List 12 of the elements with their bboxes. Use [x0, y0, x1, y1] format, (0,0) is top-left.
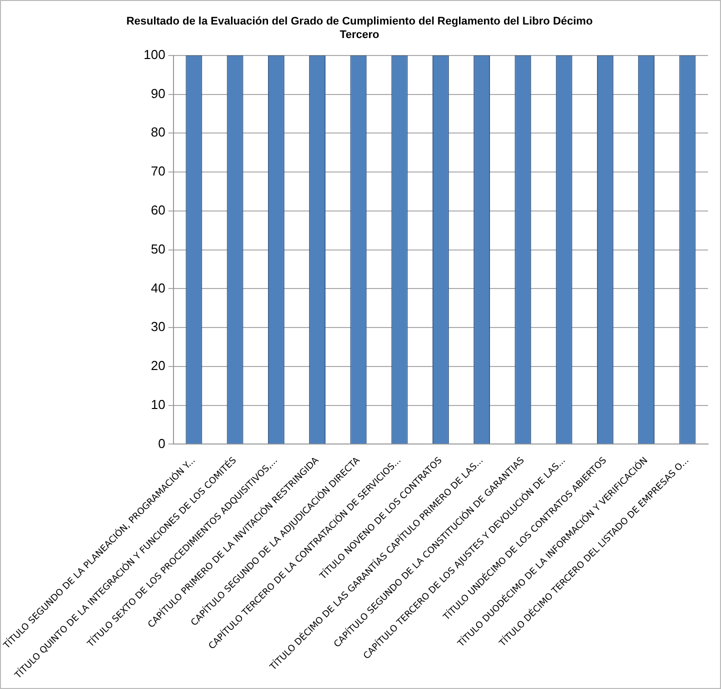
- y-tick-label: 80: [150, 124, 166, 140]
- y-tick-label: 10: [150, 396, 166, 412]
- y-tick-label: 100: [144, 46, 166, 62]
- y-tick-label: 0: [158, 436, 166, 451]
- chart-title: Resultado de la Evaluación del Grado de Cumplimiento del Reglamento del Libro Décimo Tercero: [126, 16, 593, 41]
- y-tick-label: 40: [150, 280, 166, 296]
- y-tick-label: 60: [150, 202, 166, 218]
- y-tick-label: 50: [150, 241, 166, 256]
- y-tick-label: 70: [150, 164, 166, 179]
- y-tick-label: 30: [150, 319, 166, 334]
- y-tick-label: 20: [150, 358, 166, 374]
- y-tick-label: 90: [150, 86, 166, 101]
